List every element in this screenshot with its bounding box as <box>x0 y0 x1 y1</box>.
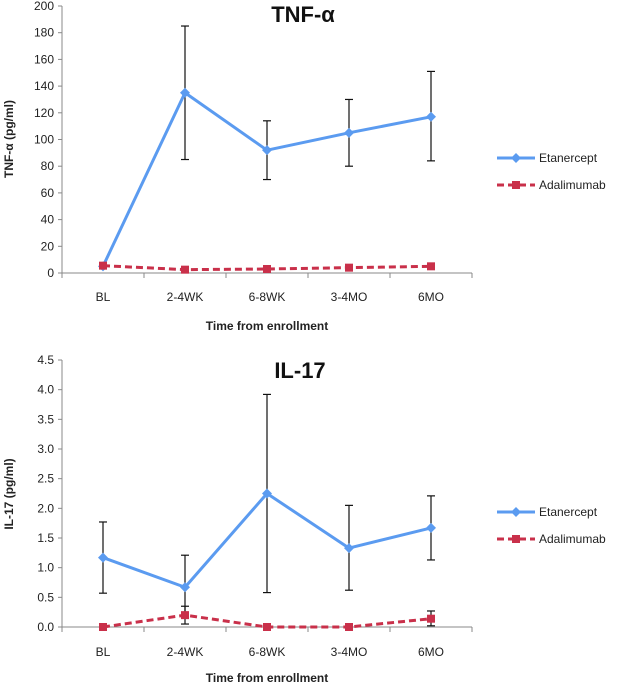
data-point <box>181 611 189 620</box>
data-point <box>345 263 353 272</box>
y-tick-label: 180 <box>34 26 54 40</box>
legend-item-adalimumab[interactable]: Adalimumab <box>497 532 606 546</box>
x-tick-label: 6-8WK <box>249 290 286 304</box>
data-point <box>99 623 107 631</box>
data-point <box>427 262 435 271</box>
y-tick-label: 20 <box>41 239 55 253</box>
legend-label: Etanercept <box>539 505 598 519</box>
data-point <box>180 582 190 593</box>
y-tick-label: 1.0 <box>37 561 54 575</box>
x-tick-label: 3-4MO <box>331 645 368 659</box>
data-point <box>263 264 271 273</box>
legend: Etanercept Adalimumab <box>497 151 606 192</box>
il-17-chart: IL-17 IL-17 (pg/ml) Time from enrollment… <box>2 353 606 685</box>
y-tick-label: 200 <box>34 0 54 13</box>
y-tick-label: 40 <box>41 213 55 227</box>
data-point <box>180 87 190 98</box>
y-tick-label: 2.0 <box>37 501 54 515</box>
y-tick-label: 3.0 <box>37 442 54 456</box>
diamond-marker-icon <box>511 507 521 517</box>
square-marker-icon <box>512 535 520 543</box>
x-tick-label: 6-8WK <box>249 645 286 659</box>
x-tick-label: 3-4MO <box>331 290 368 304</box>
x-tick-label: 6MO <box>418 290 444 304</box>
x-axis-title: Time from enrollment <box>206 671 328 685</box>
y-tick-label: 160 <box>34 52 54 66</box>
y-axis-title: TNF-α (pg/ml) <box>2 100 16 178</box>
legend: Etanercept Adalimumab <box>497 505 606 546</box>
y-tick-label: 0.0 <box>37 620 54 634</box>
y-tick-label: 80 <box>41 159 55 173</box>
legend-label: Adalimumab <box>539 178 606 192</box>
x-tick-label: 2-4WK <box>167 290 204 304</box>
y-tick-label: 60 <box>41 186 55 200</box>
x-tick-label: 2-4WK <box>167 645 204 659</box>
diamond-marker-icon <box>511 153 521 163</box>
legend-item-etanercept[interactable]: Etanercept <box>497 151 598 165</box>
data-point <box>344 127 354 138</box>
x-axis-title: Time from enrollment <box>206 319 328 333</box>
legend-label: Etanercept <box>539 151 598 165</box>
data-point <box>427 614 435 623</box>
y-tick-label: 3.5 <box>37 412 54 426</box>
y-tick-label: 4.0 <box>37 383 54 397</box>
data-point <box>262 145 272 156</box>
legend-item-adalimumab[interactable]: Adalimumab <box>497 178 606 192</box>
plot-area: 0 20 40 60 80 100 120 140 160 180 200 BL 2-4WK 6-8WK 3… <box>34 0 473 304</box>
data-point <box>345 623 353 631</box>
y-tick-label: 1.5 <box>37 531 54 545</box>
data-point <box>426 111 436 122</box>
data-point <box>181 265 189 274</box>
y-tick-label: 140 <box>34 79 54 93</box>
data-point <box>98 552 108 563</box>
y-tick-label: 100 <box>34 133 54 147</box>
y-tick-label: 2.5 <box>37 472 54 486</box>
chart-title: IL-17 <box>274 358 325 383</box>
x-tick-label: BL <box>96 290 111 304</box>
y-axis-title: IL-17 (pg/ml) <box>2 458 16 529</box>
data-point <box>99 261 107 270</box>
y-tick-label: 0 <box>47 266 54 280</box>
y-tick-label: 4.5 <box>37 353 54 367</box>
data-point <box>344 543 354 554</box>
data-point <box>262 488 272 499</box>
data-point <box>426 522 436 533</box>
chart-title: TNF-α <box>271 2 335 27</box>
tnf-alpha-chart: TNF-α TNF-α (pg/ml) Time from enrollment… <box>2 0 606 333</box>
plot-area: 0.0 0.5 1.0 1.5 2.0 2.5 3.0 3.5 4.0 4.5 BL 2-4WK 6-8… <box>37 353 473 659</box>
legend-item-etanercept[interactable]: Etanercept <box>497 505 598 519</box>
x-tick-label: BL <box>96 645 111 659</box>
data-point <box>263 623 271 631</box>
square-marker-icon <box>512 181 520 189</box>
y-tick-label: 120 <box>34 106 54 120</box>
y-tick-label: 0.5 <box>37 590 54 604</box>
legend-label: Adalimumab <box>539 532 606 546</box>
x-tick-label: 6MO <box>418 645 444 659</box>
